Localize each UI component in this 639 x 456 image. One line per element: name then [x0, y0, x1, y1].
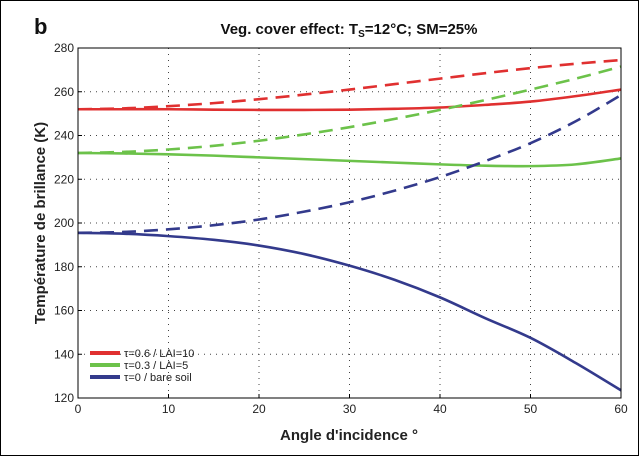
legend: τ=0.6 / LAI=10τ=0.3 / LAI=5τ=0 / bare so…: [90, 348, 194, 384]
series-line-3-dashed: [77, 65, 622, 155]
y-tick-label: 280: [54, 41, 74, 55]
x-tick-label: 0: [75, 402, 82, 416]
series-line-5-dashed: [77, 93, 622, 235]
y-tick-label: 160: [54, 304, 74, 318]
legend-label-2: τ=0 / bare soil: [124, 372, 192, 384]
legend-label-1: τ=0.3 / LAI=5: [124, 360, 188, 372]
tick-labels: 0 10 20 30 40 50 60 120 140 160 180 200 220 240 260 280: [54, 41, 628, 416]
y-tick-label: 200: [54, 216, 74, 230]
chart-title-subscript: S: [358, 29, 365, 40]
chart-title-suffix: =12°C; SM=25%: [365, 21, 478, 38]
x-axis-label: Angle d'incidence °: [280, 427, 418, 444]
series-line-0-solid: [78, 88, 622, 112]
x-tick-label: 60: [614, 402, 628, 416]
x-tick-label: 30: [343, 402, 357, 416]
chart-title: Veg. cover effect: TS=12°C; SM=25%: [221, 21, 478, 40]
y-tick-label: 140: [54, 347, 74, 361]
y-tick-label: 240: [54, 129, 74, 143]
x-tick-label: 10: [162, 402, 176, 416]
x-tick-label: 40: [433, 402, 447, 416]
plot-border: [77, 47, 622, 399]
grid: [78, 48, 621, 398]
y-tick-label: 260: [54, 85, 74, 99]
x-tick-label: 50: [524, 402, 538, 416]
y-tick-label: 220: [54, 172, 74, 186]
x-tick-label: 20: [252, 402, 266, 416]
series-line-2-solid: [77, 151, 622, 168]
series-lines: [77, 58, 622, 392]
y-axis-label: Température de brillance (K): [32, 122, 49, 324]
y-tick-label: 180: [54, 260, 74, 274]
panel-label: b: [34, 14, 47, 39]
y-tick-label: 120: [54, 391, 74, 405]
series-line-4-solid: [77, 231, 622, 392]
legend-label-0: τ=0.6 / LAI=10: [124, 348, 194, 360]
chart-title-prefix: Veg. cover effect: T: [221, 21, 359, 38]
series-line-1-dashed: [77, 58, 622, 111]
